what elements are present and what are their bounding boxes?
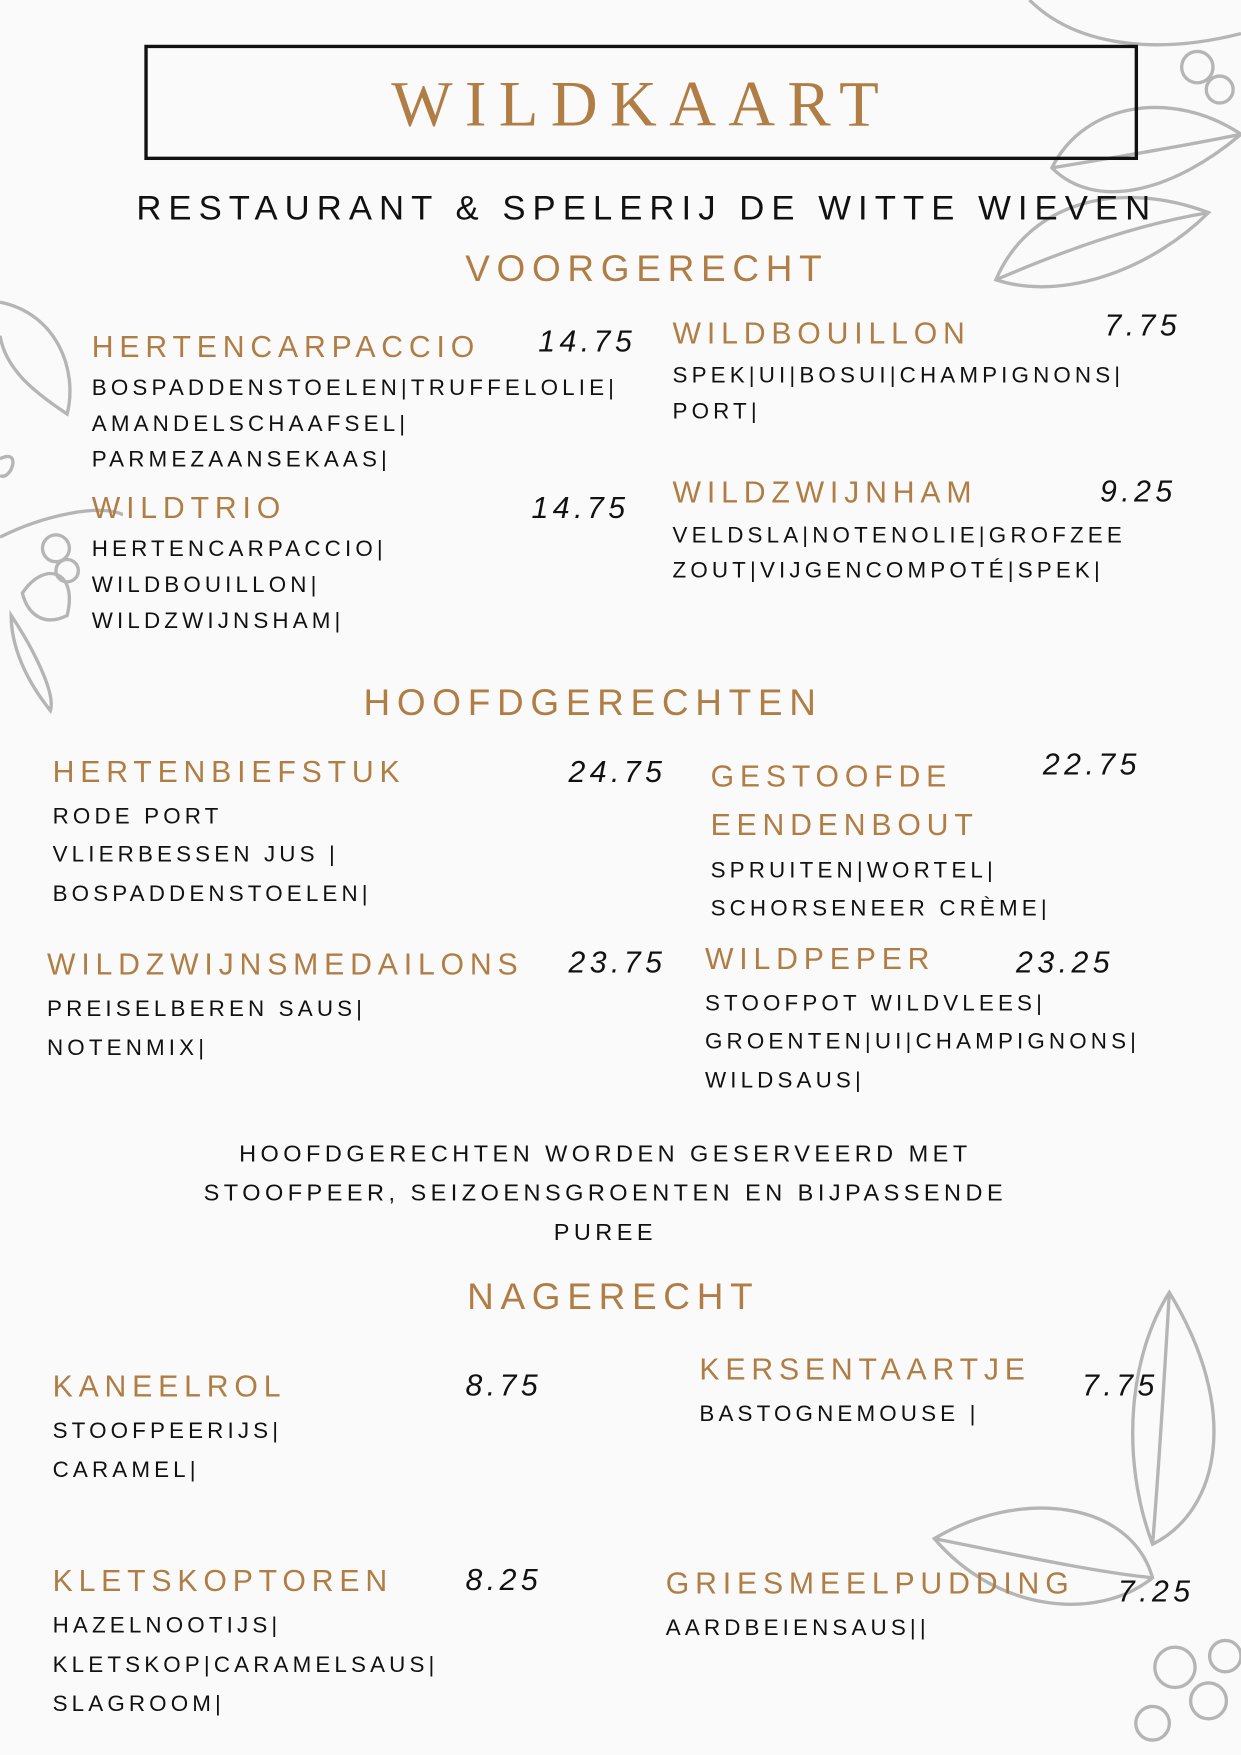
title-box: WILDKAART bbox=[144, 44, 1139, 161]
section-title-voorgerecht: VOORGERECHT bbox=[465, 247, 829, 289]
menu-item-description: AMANDELSCHAAFSEL| bbox=[91, 411, 410, 437]
note-line: HOOFDGERECHTEN WORDEN GESERVEERD MET bbox=[239, 1141, 972, 1168]
menu-item-name: WILDBOUILLON bbox=[672, 316, 971, 351]
main-course-note: HOOFDGERECHTEN WORDEN GESERVEERD MET STO… bbox=[0, 1135, 1211, 1252]
menu-item-name: WILDZWIJNHAM bbox=[672, 475, 978, 510]
menu-item-description: HERTENCARPACCIO| bbox=[91, 537, 387, 562]
menu-item-description: STOOFPOT WILDVLEES| bbox=[704, 991, 1047, 1017]
menu-item-description: HAZELNOOTIJS| bbox=[52, 1613, 282, 1639]
note-line: STOOFPEER, SEIZOENSGROENTEN EN BIJPASSEN… bbox=[203, 1180, 1008, 1207]
menu-item-price: 9.25 bbox=[1099, 474, 1177, 509]
menu-item-name: GESTOOFDE bbox=[710, 759, 953, 794]
menu-item-description: BASTOGNEMOUSE | bbox=[699, 1402, 980, 1427]
menu-item-description: RODE PORT bbox=[52, 804, 223, 830]
section-title-nagerecht: NAGERECHT bbox=[467, 1275, 760, 1318]
section-title-hoofdgerechten: HOOFDGERECHTEN bbox=[363, 681, 823, 723]
menu-item-description: WILDBOUILLON| bbox=[91, 572, 321, 598]
leaf-decoration-top-right-icon bbox=[993, 0, 1241, 289]
menu-item-name: HERTENCARPACCIO bbox=[91, 330, 481, 364]
menu-item-name: EENDENBOUT bbox=[710, 807, 979, 842]
menu-item-description: WILDZWIJNSHAM| bbox=[91, 608, 345, 634]
menu-item-description: KLETSKOP|CARAMELSAUS| bbox=[52, 1652, 439, 1678]
menu-title: WILDKAART bbox=[391, 67, 892, 140]
menu-item-description: BOSPADDENSTOELEN|TRUFFELOLIE| bbox=[91, 375, 619, 401]
menu-item-name: KERSENTAARTJE bbox=[699, 1352, 1031, 1387]
menu-item-description: VELDSLA|NOTENOLIE|GROFZEE bbox=[672, 523, 1126, 549]
menu-item-description: SLAGROOM| bbox=[52, 1691, 226, 1717]
menu-item-description: PREISELBEREN SAUS| bbox=[46, 997, 367, 1022]
menu-item-price: 23.25 bbox=[1016, 945, 1115, 980]
menu-item-price: 14.75 bbox=[538, 324, 637, 359]
menu-item-price: 23.75 bbox=[568, 945, 667, 980]
leaf-decoration-left-icon bbox=[0, 300, 124, 715]
menu-item-description: PARMEZAANSEKAAS| bbox=[91, 447, 392, 473]
menu-item-name: GRIESMEELPUDDING bbox=[665, 1566, 1075, 1601]
menu-item-description: SPEK|UI|BOSUI|CHAMPIGNONS| bbox=[672, 363, 1125, 389]
note-line: PUREE bbox=[553, 1219, 658, 1246]
menu-item-description: WILDSAUS| bbox=[704, 1068, 865, 1094]
menu-item-description: NOTENMIX| bbox=[46, 1036, 209, 1061]
menu-item-name: WILDPEPER bbox=[704, 942, 936, 976]
menu-item-description: SCHORSENEER CRÈME| bbox=[710, 896, 1051, 921]
menu-item-description: STOOFPEERIJS| bbox=[52, 1418, 283, 1444]
menu-item-description: VLIERBESSEN JUS | bbox=[52, 842, 339, 868]
menu-item-description: PORT| bbox=[672, 399, 761, 425]
menu-item-price: 8.25 bbox=[465, 1563, 543, 1597]
menu-item-name: WILDZWIJNSMEDAILONS bbox=[46, 947, 524, 982]
menu-item-description: BOSPADDENSTOELEN| bbox=[52, 881, 372, 907]
leaf-decoration-bottom-right-icon bbox=[931, 1289, 1241, 1742]
menu-item-description: AARDBEIENSAUS|| bbox=[665, 1615, 930, 1641]
menu-item-description: CARAMEL| bbox=[52, 1458, 200, 1483]
menu-item-description: SPRUITEN|WORTEL| bbox=[710, 858, 997, 883]
menu-item-price: 8.75 bbox=[465, 1368, 543, 1403]
menu-item-description: GROENTEN|UI|CHAMPIGNONS| bbox=[704, 1029, 1141, 1055]
menu-item-name: HERTENBIEFSTUK bbox=[52, 755, 406, 789]
menu-item-name: WILDTRIO bbox=[91, 491, 287, 525]
menu-item-price: 7.75 bbox=[1082, 1368, 1159, 1403]
menu-item-price: 24.75 bbox=[568, 755, 667, 789]
menu-item-price: 7.75 bbox=[1104, 308, 1182, 343]
menu-item-description: ZOUT|VIJGENCOMPOTÉ|SPEK| bbox=[672, 558, 1104, 583]
menu-item-price: 7.25 bbox=[1117, 1574, 1195, 1609]
menu-item-price: 14.75 bbox=[531, 491, 630, 525]
menu-item-price: 22.75 bbox=[1042, 747, 1141, 782]
menu-item-name: KLETSKOPTOREN bbox=[52, 1564, 393, 1598]
restaurant-name: RESTAURANT & SPELERIJ DE WITTE WIEVEN bbox=[136, 187, 1158, 228]
menu-item-name: KANEELROL bbox=[52, 1369, 287, 1404]
